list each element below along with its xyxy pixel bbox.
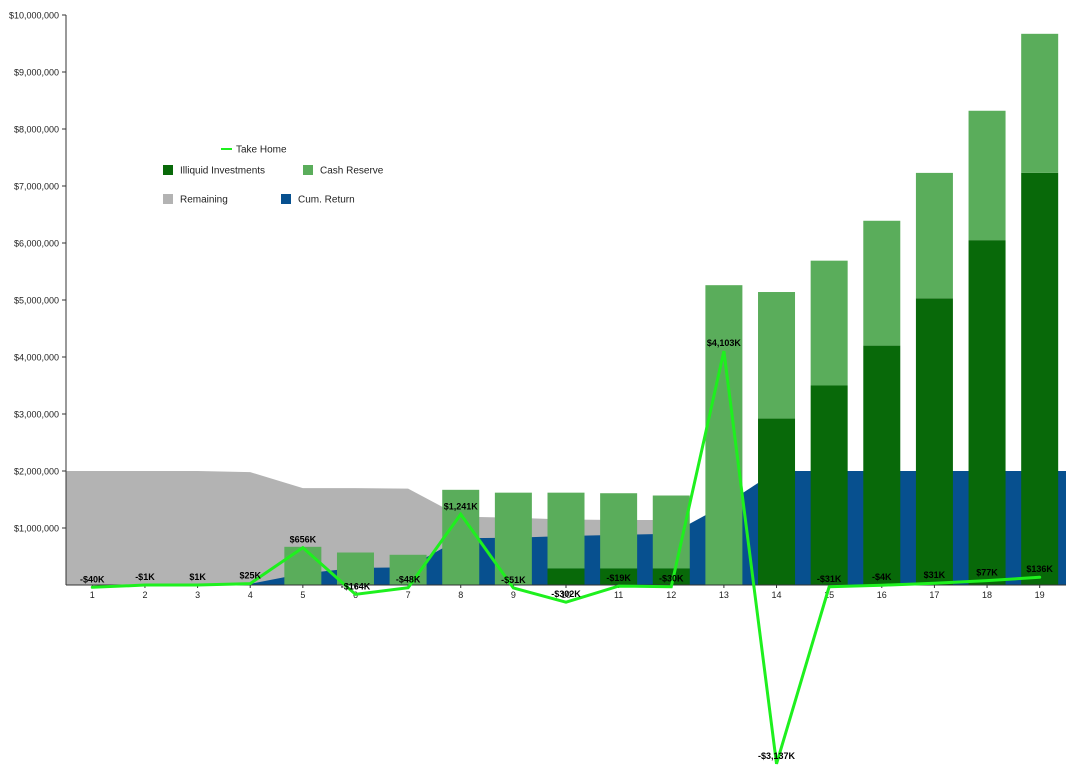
bar-cash-reserve-18	[968, 110, 1006, 241]
x-tick-label: 19	[1035, 590, 1045, 600]
legend-item-illiquid-investments: Illiquid Investments	[163, 165, 265, 177]
legend-label: Cash Reserve	[320, 166, 384, 177]
x-tick-label: 7	[406, 590, 411, 600]
bar-cash-reserve-14	[758, 292, 796, 419]
data-label-layer: -$40K -$1K $1K $25K $656K -$164K -$48K $1,241K -…	[80, 338, 1053, 761]
x-tick-label: 14	[772, 590, 782, 600]
data-label-take-home: -$40K	[80, 574, 105, 584]
data-label-take-home: $77K	[976, 568, 998, 578]
bar-illiquid-investments-11	[600, 568, 638, 585]
x-tick-label: 3	[195, 590, 200, 600]
data-label-take-home: -$3,137K	[758, 751, 796, 761]
bar-illiquid-investments-14	[758, 418, 796, 585]
x-tick-label: 11	[614, 590, 623, 600]
bar-cash-reserve-16	[863, 220, 901, 346]
legend-item-cash-reserve: Cash Reserve	[303, 165, 384, 177]
y-tick-label: $4,000,000	[14, 353, 59, 363]
data-label-take-home: -$1K	[135, 572, 155, 582]
x-tick-label: 18	[982, 590, 992, 600]
legend-label: Take Home	[236, 145, 287, 156]
x-tick-label: 1	[90, 590, 95, 600]
bar-cash-reserve-6	[336, 552, 374, 585]
bar-layer	[284, 33, 1059, 585]
data-label-take-home: -$31K	[817, 574, 842, 584]
data-label-take-home: -$30K	[659, 574, 684, 584]
data-label-take-home: $136K	[1026, 564, 1053, 574]
bar-cash-reserve-15	[810, 260, 848, 386]
data-label-take-home: -$302K	[551, 589, 581, 599]
data-label-take-home: $25K	[239, 571, 261, 581]
legend-marker-square	[281, 194, 291, 204]
data-label-take-home: -$51K	[501, 575, 526, 585]
legend-marker-square	[303, 165, 313, 175]
y-tick-label: $2,000,000	[14, 467, 59, 477]
legend-item-cum-return: Cum. Return	[281, 194, 355, 206]
line-take-home	[90, 350, 1042, 765]
y-tick-label: $7,000,000	[14, 182, 59, 192]
data-label-take-home: $1K	[189, 572, 206, 582]
y-tick-label: $3,000,000	[14, 410, 59, 420]
x-tick-label: 9	[511, 590, 516, 600]
bar-illiquid-investments-19	[1021, 172, 1059, 585]
y-tick-label: $10,000,000	[9, 11, 59, 21]
x-tick-label: 15	[824, 590, 834, 600]
bar-illiquid-investments-10	[547, 568, 585, 585]
bar-illiquid-investments-16	[863, 345, 901, 585]
y-tick-label: $5,000,000	[14, 296, 59, 306]
bar-illiquid-investments-12	[652, 568, 690, 585]
axis-layer: $1,000,000 $2,000,000 $3,000,000 $4,000,000…	[9, 11, 1066, 600]
bar-cash-reserve-8	[442, 489, 480, 585]
data-label-take-home: $656K	[290, 535, 317, 545]
data-label-take-home: $1,241K	[444, 501, 479, 511]
bar-illiquid-investments-17	[915, 298, 953, 585]
data-label-take-home: -$48K	[396, 575, 421, 585]
bar-illiquid-investments-15	[810, 385, 848, 585]
bar-cash-reserve-5	[284, 546, 322, 585]
legend-item-take-home: Take Home	[221, 145, 287, 156]
y-tick-label: $1,000,000	[14, 524, 59, 534]
y-tick-label: $6,000,000	[14, 239, 59, 249]
bar-illiquid-investments-18	[968, 240, 1006, 585]
legend-label: Cum. Return	[298, 195, 355, 206]
x-tick-label: 13	[719, 590, 729, 600]
legend-label: Illiquid Investments	[180, 166, 265, 177]
legend-marker-square	[163, 194, 173, 204]
bar-cash-reserve-13	[705, 285, 743, 585]
x-tick-label: 4	[248, 590, 253, 600]
x-tick-label: 16	[877, 590, 887, 600]
take-home-line-layer	[90, 350, 1042, 765]
legend-marker-square	[163, 165, 173, 175]
bar-cash-reserve-11	[600, 493, 638, 569]
y-tick-label: $8,000,000	[14, 125, 59, 135]
data-label-take-home: $31K	[924, 570, 946, 580]
x-tick-label: 2	[142, 590, 147, 600]
legend-label: Remaining	[180, 195, 228, 206]
x-tick-label: 8	[458, 590, 463, 600]
data-label-take-home: -$164K	[341, 581, 371, 591]
data-label-take-home: -$19K	[606, 573, 631, 583]
x-tick-label: 17	[929, 590, 939, 600]
data-label-take-home: $4,103K	[707, 338, 742, 348]
bar-cash-reserve-10	[547, 492, 585, 569]
legend-item-remaining: Remaining	[163, 194, 228, 206]
bar-cash-reserve-19	[1021, 33, 1059, 173]
y-tick-label: $9,000,000	[14, 68, 59, 78]
x-tick-label: 10	[561, 590, 571, 600]
x-tick-label: 5	[300, 590, 305, 600]
legend: Take Home Illiquid Investments Cash Reserv…	[163, 145, 384, 206]
x-tick-label: 12	[666, 590, 676, 600]
data-label-take-home: -$4K	[872, 572, 892, 582]
bar-cash-reserve-17	[915, 172, 953, 299]
